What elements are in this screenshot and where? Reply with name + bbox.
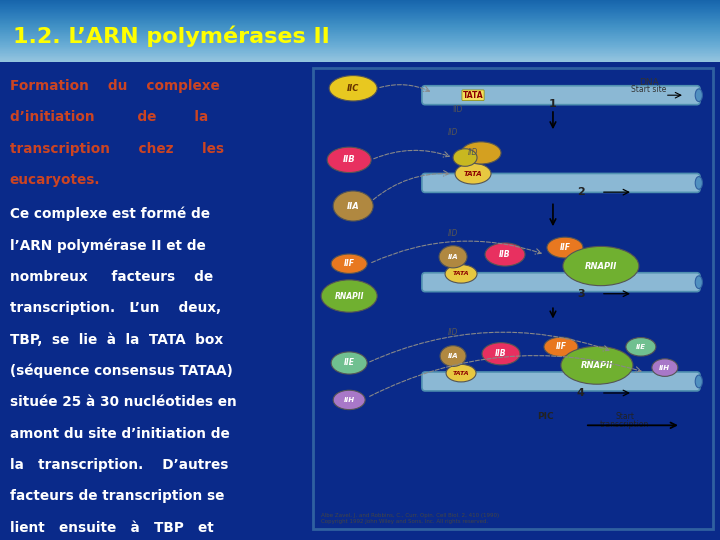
Ellipse shape [482,343,520,365]
Text: RNAPII: RNAPII [585,261,617,271]
FancyBboxPatch shape [422,372,700,391]
Text: la   transcription.    D’autres: la transcription. D’autres [10,458,228,472]
Ellipse shape [331,352,367,374]
Text: IID: IID [448,127,458,137]
Text: 3: 3 [577,289,585,299]
Text: IIB: IIB [495,349,507,358]
Text: IIA: IIA [347,201,359,211]
Text: lient   ensuite   à   TBP   et: lient ensuite à TBP et [10,521,213,535]
Text: IIB: IIB [343,156,356,164]
Text: Start: Start [616,411,634,421]
Text: IID: IID [452,105,462,113]
Text: IIE: IIE [636,344,646,350]
Ellipse shape [321,280,377,312]
Ellipse shape [696,89,703,102]
Text: l’ARN polymérase II et de: l’ARN polymérase II et de [10,238,205,253]
Ellipse shape [333,191,373,221]
Text: TATA: TATA [464,171,482,177]
Text: IIF: IIF [559,243,570,252]
FancyBboxPatch shape [422,273,700,292]
Text: transcription      chez      les: transcription chez les [10,142,224,156]
Text: DNA: DNA [639,78,659,87]
Text: 2: 2 [577,187,585,197]
Text: IIB: IIB [499,250,510,259]
Ellipse shape [445,265,477,283]
Text: TATA: TATA [463,91,483,100]
Ellipse shape [561,346,633,384]
Text: d’initiation         de        la: d’initiation de la [10,111,208,124]
Text: IIH: IIH [343,397,355,403]
Text: facteurs de transcription se: facteurs de transcription se [10,489,224,503]
Ellipse shape [485,243,525,266]
Text: (séquence consensus TATAA): (séquence consensus TATAA) [10,364,233,379]
Ellipse shape [547,237,583,258]
Text: RNAPII: RNAPII [334,292,364,301]
Text: IIF: IIF [555,342,567,352]
Text: située 25 à 30 nucléotides en: située 25 à 30 nucléotides en [10,395,236,409]
Ellipse shape [696,276,703,288]
Text: Start site: Start site [631,85,667,94]
Text: TATA: TATA [453,272,469,276]
Ellipse shape [563,246,639,286]
Text: amont du site d’initiation de: amont du site d’initiation de [10,427,230,441]
Text: IIA: IIA [448,254,459,260]
Text: TATA: TATA [453,370,469,376]
Text: Albe Zavel, J. and Robbins, C., Curr. Opin. Cell Biol. 2, 410 (1990)
Copyright 1: Albe Zavel, J. and Robbins, C., Curr. Op… [321,513,499,524]
FancyBboxPatch shape [422,86,700,105]
Ellipse shape [327,147,371,173]
Text: IIE: IIE [343,359,355,368]
Ellipse shape [439,246,467,268]
Text: nombreux     facteurs    de: nombreux facteurs de [10,269,213,284]
Ellipse shape [626,338,656,356]
Text: IID: IID [448,229,458,238]
Ellipse shape [333,390,365,410]
FancyBboxPatch shape [422,173,700,192]
Text: eucaryotes.: eucaryotes. [10,173,100,187]
Text: PIC: PIC [536,411,553,421]
Text: 1: 1 [549,99,557,110]
Ellipse shape [329,76,377,101]
Ellipse shape [461,142,501,164]
Text: transcription.   L’un    deux,: transcription. L’un deux, [10,301,221,315]
Text: IIC: IIC [347,84,359,93]
Ellipse shape [453,148,477,166]
Ellipse shape [696,375,703,388]
Text: transcription: transcription [600,420,649,429]
Ellipse shape [455,163,491,184]
Text: IIA: IIA [448,353,459,359]
Text: Ce complexe est formé de: Ce complexe est formé de [10,207,210,221]
Text: IIF: IIF [343,259,355,268]
Ellipse shape [696,177,703,190]
Text: IIH: IIH [660,364,670,370]
Text: 1.2. L’ARN polymérases II: 1.2. L’ARN polymérases II [13,25,330,47]
Ellipse shape [440,346,466,367]
Text: 4: 4 [577,388,585,398]
Ellipse shape [544,337,578,356]
Text: TBP,  se  lie  à  la  TATA  box: TBP, se lie à la TATA box [10,333,223,347]
Text: Formation    du    complexe: Formation du complexe [10,79,220,93]
Ellipse shape [331,254,367,273]
Text: IID: IID [448,328,458,338]
Text: RNAPII: RNAPII [581,361,613,370]
Ellipse shape [652,359,678,376]
Text: IID: IID [468,148,478,158]
Ellipse shape [446,364,476,382]
